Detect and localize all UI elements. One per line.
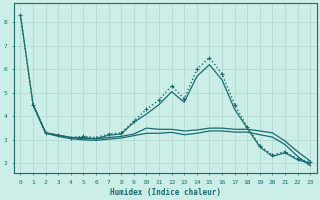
X-axis label: Humidex (Indice chaleur): Humidex (Indice chaleur) <box>110 188 221 197</box>
